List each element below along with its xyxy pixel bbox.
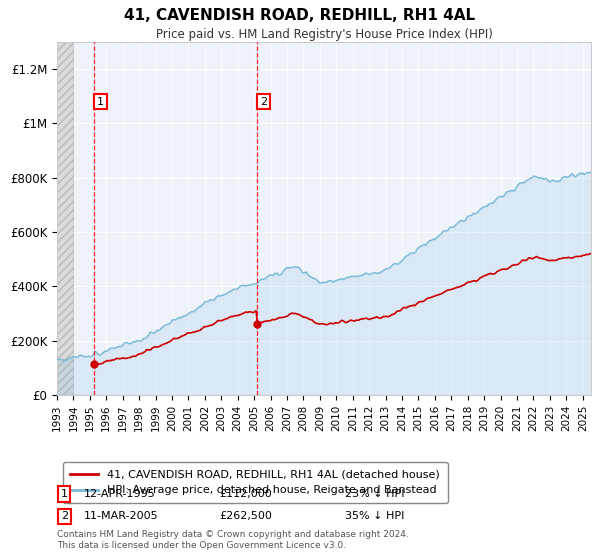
Text: 35% ↓ HPI: 35% ↓ HPI [345, 511, 404, 521]
Text: 12-APR-1995: 12-APR-1995 [84, 489, 156, 499]
Text: This data is licensed under the Open Government Licence v3.0.: This data is licensed under the Open Gov… [57, 541, 346, 550]
Text: Contains HM Land Registry data © Crown copyright and database right 2024.: Contains HM Land Registry data © Crown c… [57, 530, 409, 539]
Text: 41, CAVENDISH ROAD, REDHILL, RH1 4AL: 41, CAVENDISH ROAD, REDHILL, RH1 4AL [124, 8, 476, 24]
Text: 1: 1 [61, 489, 68, 499]
Text: 1: 1 [97, 97, 104, 107]
Legend: 41, CAVENDISH ROAD, REDHILL, RH1 4AL (detached house), HPI: Average price, detac: 41, CAVENDISH ROAD, REDHILL, RH1 4AL (de… [62, 462, 448, 503]
Text: £262,500: £262,500 [219, 511, 272, 521]
Text: 2: 2 [61, 511, 68, 521]
Text: 2: 2 [260, 97, 267, 107]
Text: £112,000: £112,000 [219, 489, 272, 499]
Text: 23% ↓ HPI: 23% ↓ HPI [345, 489, 404, 499]
Title: Price paid vs. HM Land Registry's House Price Index (HPI): Price paid vs. HM Land Registry's House … [155, 28, 493, 41]
Text: 11-MAR-2005: 11-MAR-2005 [84, 511, 158, 521]
Bar [57, 42, 73, 395]
